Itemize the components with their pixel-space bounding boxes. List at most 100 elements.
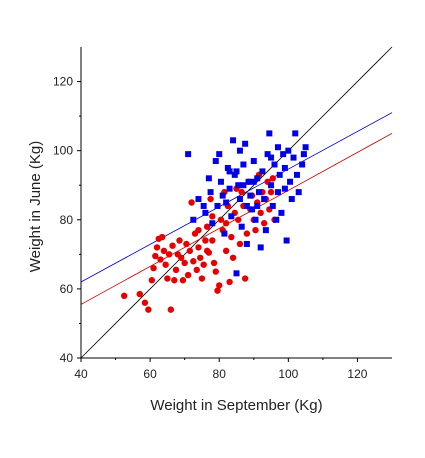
- blue-square-point: [292, 130, 299, 137]
- x-tick-label: 60: [143, 367, 157, 381]
- red-circle-point: [267, 188, 275, 196]
- red-circle-point: [222, 247, 230, 255]
- blue-square-point: [273, 216, 280, 223]
- blue-square-point: [221, 230, 228, 237]
- red-circle-point: [209, 237, 216, 244]
- red-circle-point: [184, 271, 192, 279]
- red-circle-point: [157, 256, 164, 263]
- blue-square-point: [233, 168, 240, 175]
- blue-square-point: [185, 151, 192, 158]
- red-circle-point: [162, 261, 169, 268]
- blue-square-point: [219, 192, 226, 199]
- blue-square-point: [245, 178, 252, 185]
- blue-square-point: [287, 178, 294, 185]
- blue-square-point: [281, 164, 288, 171]
- blue-square-point: [214, 202, 221, 209]
- blue-square-point: [223, 199, 230, 206]
- blue-square-point: [274, 144, 281, 151]
- blue-square-point: [195, 196, 202, 203]
- red-circle-point: [203, 223, 211, 230]
- y-tick-label: 40: [60, 351, 74, 365]
- blue-square-point: [243, 240, 250, 247]
- red-circle-point: [216, 282, 223, 289]
- y-axis-title: Weight in June (Kg): [27, 141, 44, 272]
- y-tick-label: 60: [60, 282, 74, 296]
- red-circle-point: [235, 216, 242, 223]
- blue-square-point: [216, 151, 223, 158]
- blue-square-point: [302, 144, 309, 151]
- red-circle-point: [241, 275, 249, 282]
- blue-square-point: [254, 202, 261, 209]
- red-circle-point: [202, 237, 209, 244]
- blue-square-point: [268, 154, 275, 161]
- red-circle-point: [148, 277, 156, 284]
- blue-square-point: [238, 223, 245, 230]
- plot-lines: [80, 46, 393, 359]
- red-circle-point: [141, 299, 149, 306]
- blue-square-point: [285, 147, 292, 154]
- red-circle-point: [210, 259, 218, 267]
- x-tick-label: 80: [213, 367, 227, 381]
- red-circle-point: [176, 237, 183, 244]
- blue-square-point: [280, 151, 287, 158]
- red-circle-point: [169, 242, 176, 249]
- blue-square-point: [300, 151, 307, 158]
- blue-square-point: [235, 182, 242, 189]
- blue-square-point: [266, 130, 273, 137]
- red-circle-point: [120, 292, 128, 299]
- blue-square-point: [230, 137, 237, 144]
- blue-square-point: [255, 189, 262, 196]
- red-circle-point: [243, 230, 251, 237]
- blue-square-point: [226, 185, 233, 192]
- blue-square-point: [290, 154, 297, 161]
- red-circle-point: [193, 266, 200, 274]
- blue-square-point: [299, 161, 306, 168]
- blue-regression-line: [80, 112, 393, 283]
- red-circle-point: [181, 259, 188, 267]
- blue-square-point: [240, 161, 247, 168]
- blue-square-point: [236, 196, 243, 203]
- identity-line: [80, 46, 393, 359]
- y-tick-label: 100: [53, 144, 73, 158]
- blue-square-point: [212, 158, 219, 165]
- red-circle-point: [198, 275, 206, 282]
- red-circle-point: [178, 254, 185, 261]
- red-circle-point: [257, 209, 264, 217]
- blue-square-point: [250, 158, 257, 165]
- red-circle-point: [226, 278, 233, 286]
- red-circle-point: [269, 175, 276, 182]
- blue-square-point: [228, 213, 235, 220]
- x-tick-label: 120: [347, 367, 367, 381]
- red-circle-point: [171, 277, 178, 284]
- blue-square-point: [250, 178, 257, 185]
- red-circle-point: [214, 287, 221, 294]
- y-tick-label: 80: [60, 213, 74, 227]
- blue-square-point: [261, 196, 268, 203]
- blue-square-point: [257, 244, 264, 251]
- red-circle-point: [152, 252, 159, 260]
- red-circle-point: [145, 306, 152, 313]
- blue-square-point: [209, 220, 216, 227]
- blue-square-point: [269, 202, 276, 209]
- red-circle-point: [153, 244, 161, 251]
- red-circle-point: [179, 277, 187, 284]
- blue-square-point: [233, 270, 240, 277]
- x-tick-label: 40: [74, 367, 88, 381]
- red-circle-point: [228, 233, 235, 241]
- blue-square-point: [240, 182, 247, 189]
- blue-square-point: [295, 189, 302, 196]
- blue-square-point: [276, 171, 283, 178]
- blue-square-point: [243, 202, 250, 209]
- red-circle-point: [197, 254, 204, 261]
- blue-square-point: [207, 189, 214, 196]
- red-circle-point: [217, 216, 225, 223]
- red-circle-point: [195, 226, 202, 234]
- blue-square-point: [293, 171, 300, 178]
- red-circle-point: [167, 306, 175, 313]
- blue-square-point: [226, 168, 233, 175]
- red-circle-point: [229, 254, 237, 261]
- blue-square-point: [254, 175, 261, 182]
- red-circle-point: [159, 233, 166, 241]
